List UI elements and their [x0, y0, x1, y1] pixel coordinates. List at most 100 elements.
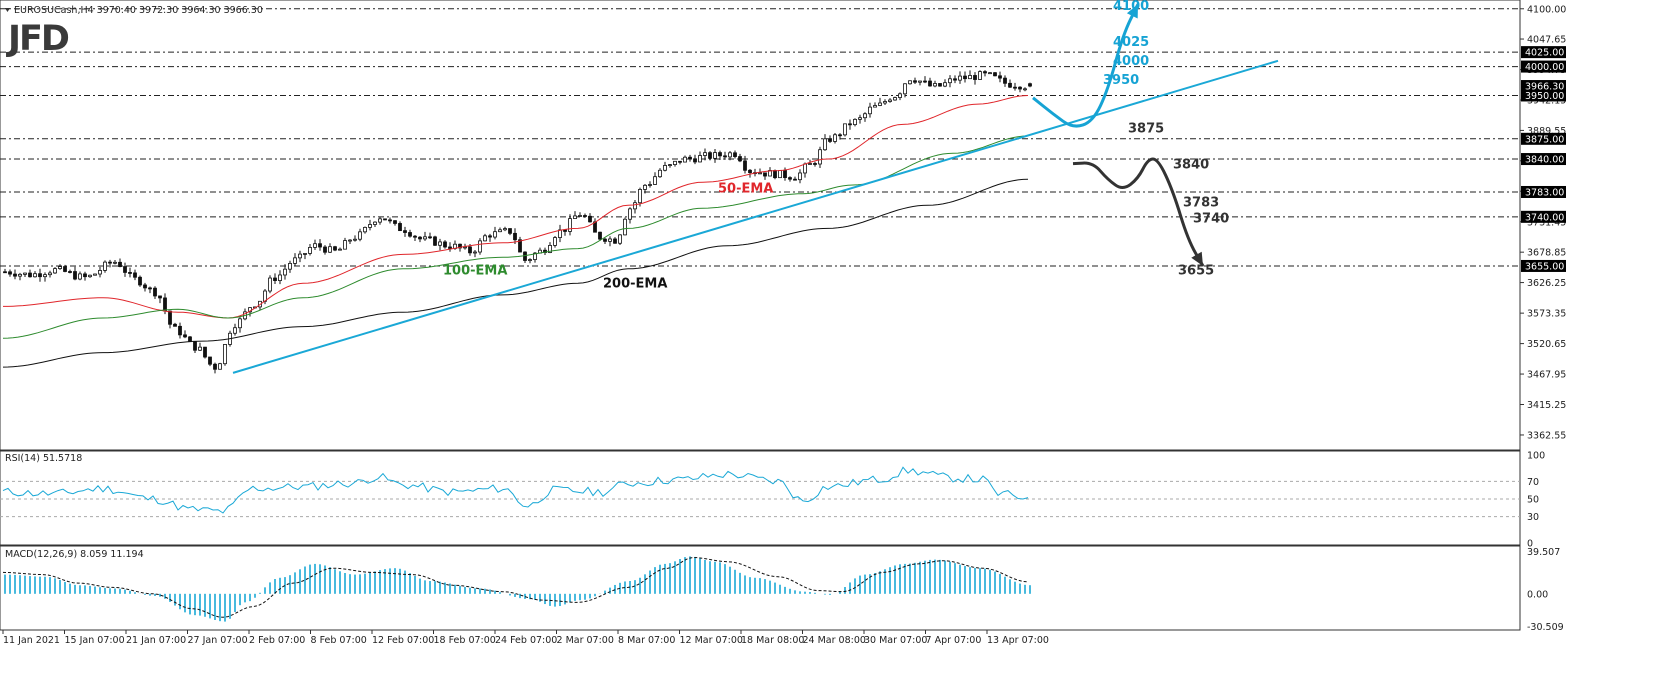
candle-body	[418, 236, 422, 240]
candle-body	[723, 155, 727, 158]
candle-body	[758, 172, 762, 175]
candle-body	[178, 325, 182, 336]
price-tag-label: 3740.00	[1525, 212, 1564, 223]
candle-body	[783, 170, 787, 178]
candle-body	[58, 266, 62, 270]
candle-body	[733, 152, 737, 157]
candle-body	[988, 72, 992, 75]
bearish-target-label: 3655	[1178, 264, 1214, 279]
price-tick-label: 3467.95	[1527, 370, 1566, 381]
candle-body	[63, 266, 67, 272]
time-axis: 11 Jan 2021 15 Jan 07:00 21 Jan 07:00 27 Ja…	[2, 630, 1049, 646]
price-tick-label: 3573.35	[1527, 309, 1566, 320]
candle-body	[1018, 86, 1022, 90]
candle-body	[98, 270, 102, 275]
price-panel-frame	[0, 0, 1521, 451]
candle-body	[478, 240, 482, 253]
ema-label: 200-EMA	[603, 276, 667, 291]
time-tick-label: 2 Feb 07:00	[249, 635, 305, 646]
candle-body	[498, 229, 502, 233]
candle-body	[288, 262, 292, 270]
candle-body	[138, 276, 142, 286]
candle-body	[878, 102, 882, 106]
candle-body	[1023, 88, 1027, 91]
bearish-arrow-icon	[1191, 251, 1203, 266]
candle-body	[203, 346, 207, 358]
price-tag-label: 4000.00	[1525, 62, 1564, 73]
candle-body	[858, 117, 862, 120]
candle-body	[193, 341, 197, 351]
bullish-target-label: 4100	[1113, 0, 1149, 14]
candle-body	[143, 284, 147, 289]
candle-body	[658, 169, 662, 178]
candle-body	[68, 271, 72, 273]
candle-body	[673, 160, 677, 165]
candle-body	[553, 237, 557, 246]
candle-body	[663, 165, 667, 171]
candle-body	[948, 78, 952, 84]
rsi-tick-label: 30	[1527, 512, 1539, 523]
bearish-scenario-path	[1072, 157, 1205, 267]
candle-body	[908, 80, 912, 85]
price-tick-label: 3889.55	[1527, 126, 1566, 137]
candle-body	[998, 75, 1002, 79]
candle-body	[643, 184, 647, 190]
candle-body	[763, 172, 767, 177]
price-tag-box	[1521, 46, 1566, 59]
candle-body	[833, 134, 837, 142]
time-tick-label: 12 Feb 07:00	[372, 635, 434, 646]
rsi-tick-label: 0	[1527, 539, 1533, 550]
bearish-target-label: 3783	[1183, 195, 1219, 210]
candle-body	[738, 156, 742, 162]
rsi-tick-label: 100	[1527, 451, 1545, 462]
time-tick-label: 30 Mar 07:00	[864, 635, 927, 646]
candle-body	[898, 93, 902, 98]
candle-body	[893, 97, 897, 101]
trendline[interactable]	[232, 59, 1279, 374]
chart-menu-triangle-icon[interactable]	[5, 8, 10, 12]
candle-body	[318, 243, 322, 248]
candle-body	[973, 75, 977, 80]
candle-body	[698, 155, 702, 163]
candle-body	[93, 273, 97, 276]
annotation-labels: 50-EMA 100-EMA 200-EMA 4100 4025 4000 3950 3875…	[443, 0, 1229, 291]
candle-body	[713, 152, 717, 159]
price-tick-label: 3415.25	[1527, 400, 1566, 411]
candle-body	[1003, 77, 1007, 84]
candle-body	[613, 238, 617, 244]
candle-body	[8, 271, 12, 275]
bearish-target-label: 3840	[1173, 157, 1209, 172]
candle-body	[28, 272, 32, 278]
candle-body	[788, 177, 792, 180]
candle-body	[938, 83, 942, 87]
candle-body	[653, 176, 657, 185]
candle-body	[693, 158, 697, 163]
candle-body	[518, 239, 522, 253]
candle-body	[403, 230, 407, 233]
price-tag-box	[1521, 210, 1566, 223]
candle-body	[3, 271, 7, 274]
candle-body	[728, 152, 732, 158]
candle-body	[683, 156, 687, 163]
candle-body	[703, 152, 707, 156]
candle-body	[718, 152, 722, 157]
candle-body	[48, 272, 52, 276]
price-tick-label: 4100.00	[1527, 4, 1566, 15]
rsi-panel-frame	[0, 450, 1521, 546]
candle-body	[333, 246, 337, 251]
candle-body	[168, 310, 172, 325]
bearish-target-label: 3740	[1193, 212, 1229, 227]
candle-body	[373, 221, 377, 225]
price-tick-label: 4047.65	[1527, 35, 1566, 46]
candle-body	[223, 344, 227, 365]
candle-body	[793, 178, 797, 181]
candle-body	[428, 236, 432, 239]
candle-body	[188, 336, 192, 343]
time-tick-label: 11 Jan 2021	[3, 635, 60, 646]
time-tick-label: 21 Jan 07:00	[126, 635, 186, 646]
time-tick-label: 15 Jan 07:00	[65, 635, 125, 646]
time-tick-label: 24 Mar 08:00	[803, 635, 866, 646]
candle-body	[623, 218, 627, 236]
horizontal-levels	[0, 8, 1520, 267]
